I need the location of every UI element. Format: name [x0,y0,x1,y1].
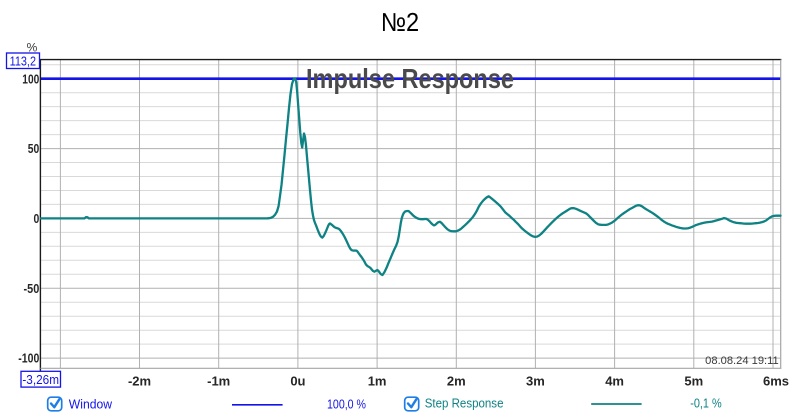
svg-text:№2: №2 [381,7,420,37]
svg-text:-50: -50 [24,281,40,296]
svg-text:5m: 5m [684,373,703,388]
svg-text:Impulse Response: Impulse Response [306,63,514,94]
svg-text:-3,26m: -3,26m [22,372,59,387]
svg-text:4m: 4m [605,373,624,388]
svg-text:Window: Window [69,398,113,412]
svg-text:113,2: 113,2 [10,54,36,69]
svg-text:08.08.24 19:11: 08.08.24 19:11 [705,355,779,367]
svg-text:50: 50 [28,141,40,156]
svg-text:1m: 1m [368,373,387,388]
svg-text:-1m: -1m [207,373,230,388]
svg-text:2m: 2m [447,373,466,388]
svg-text:-2m: -2m [128,373,151,388]
svg-text:-0,1 %: -0,1 % [690,396,722,410]
svg-text:100: 100 [22,71,39,86]
svg-text:0: 0 [34,211,40,226]
svg-text:%: % [27,40,38,54]
svg-text:100,0 %: 100,0 % [327,398,366,412]
svg-text:0u: 0u [290,373,305,388]
svg-text:Step Response: Step Response [425,396,504,410]
svg-text:3m: 3m [526,373,545,388]
svg-text:6ms: 6ms [763,373,789,388]
svg-text:-100: -100 [18,351,39,366]
